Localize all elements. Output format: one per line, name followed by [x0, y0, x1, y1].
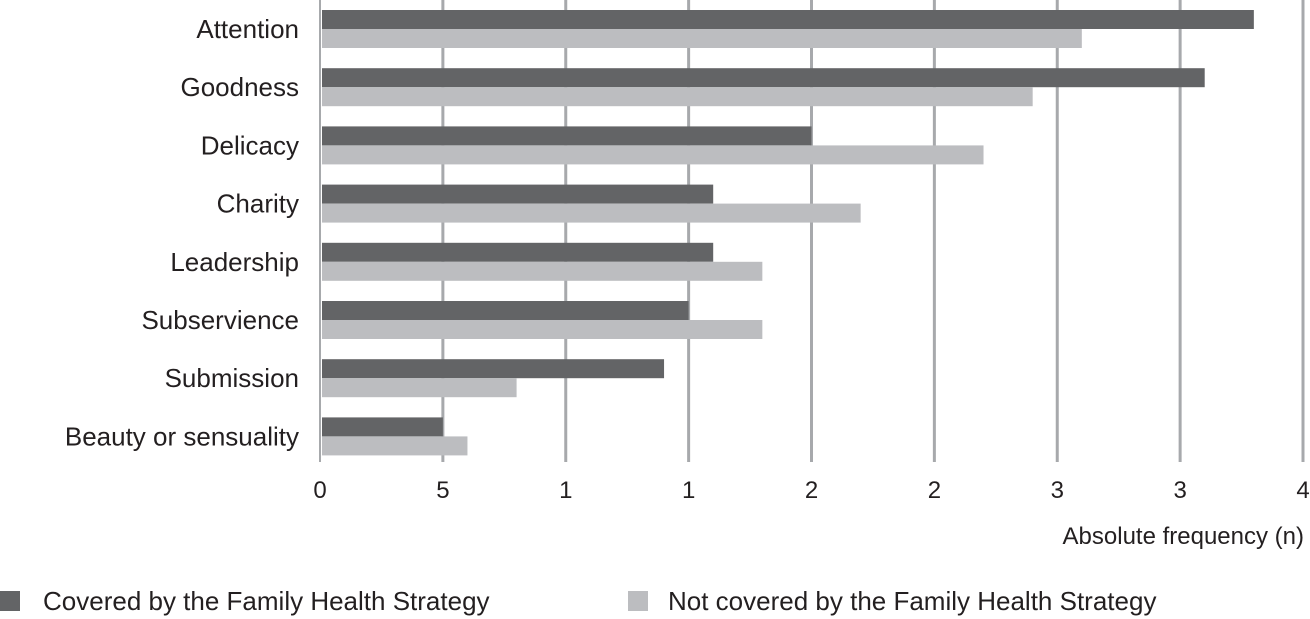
- bar-not-covered: [322, 145, 984, 165]
- x-tick-label: 0: [313, 477, 326, 504]
- category-label: Leadership: [170, 247, 299, 277]
- x-tick-label: 2: [805, 477, 818, 504]
- bar-not-covered: [322, 87, 1033, 107]
- bar-covered: [322, 242, 714, 262]
- bars: [322, 10, 1254, 456]
- category-label: Attention: [196, 14, 299, 44]
- x-tick-label: 4: [1296, 477, 1309, 504]
- bar-not-covered: [322, 378, 517, 398]
- category-label: Goodness: [180, 72, 299, 102]
- legend-label: Not covered by the Family Health Strateg…: [668, 586, 1156, 616]
- category-label: Subservience: [141, 305, 299, 335]
- legend-label: Covered by the Family Health Strategy: [43, 586, 490, 616]
- x-tick-label: 1: [682, 477, 695, 504]
- category-label: Charity: [217, 189, 299, 219]
- bar-not-covered: [322, 203, 861, 223]
- x-axis-title: Absolute frequency (n): [1063, 523, 1304, 550]
- bar-not-covered: [322, 261, 763, 281]
- x-tick-labels: 0 5 1 1 2 2 3 3 4: [313, 477, 1309, 504]
- x-tick-label: 1: [559, 477, 572, 504]
- legend-swatch: [628, 591, 648, 611]
- category-label: Delicacy: [201, 130, 299, 160]
- category-label: Beauty or sensuality: [65, 421, 299, 451]
- legend-swatch: [0, 591, 20, 611]
- x-tick-label: 3: [1051, 477, 1064, 504]
- bar-covered: [322, 301, 689, 320]
- legend: Covered by the Family Health Strategy Not…: [0, 586, 1156, 616]
- bar-not-covered: [322, 320, 763, 339]
- bar-covered: [322, 68, 1205, 88]
- bar-covered: [322, 126, 812, 146]
- x-tick-label: 3: [1173, 477, 1186, 504]
- bar-covered: [322, 417, 443, 437]
- category-labels: Attention Goodness Delicacy Charity Leadersh…: [65, 14, 299, 451]
- bar-not-covered: [322, 436, 468, 456]
- x-tick-label: 2: [928, 477, 941, 504]
- bar-not-covered: [322, 29, 1082, 48]
- bar-covered: [322, 184, 714, 204]
- x-tick-label: 5: [436, 477, 449, 504]
- bar-covered: [322, 10, 1254, 29]
- category-label: Submission: [165, 363, 299, 393]
- bar-covered: [322, 359, 665, 379]
